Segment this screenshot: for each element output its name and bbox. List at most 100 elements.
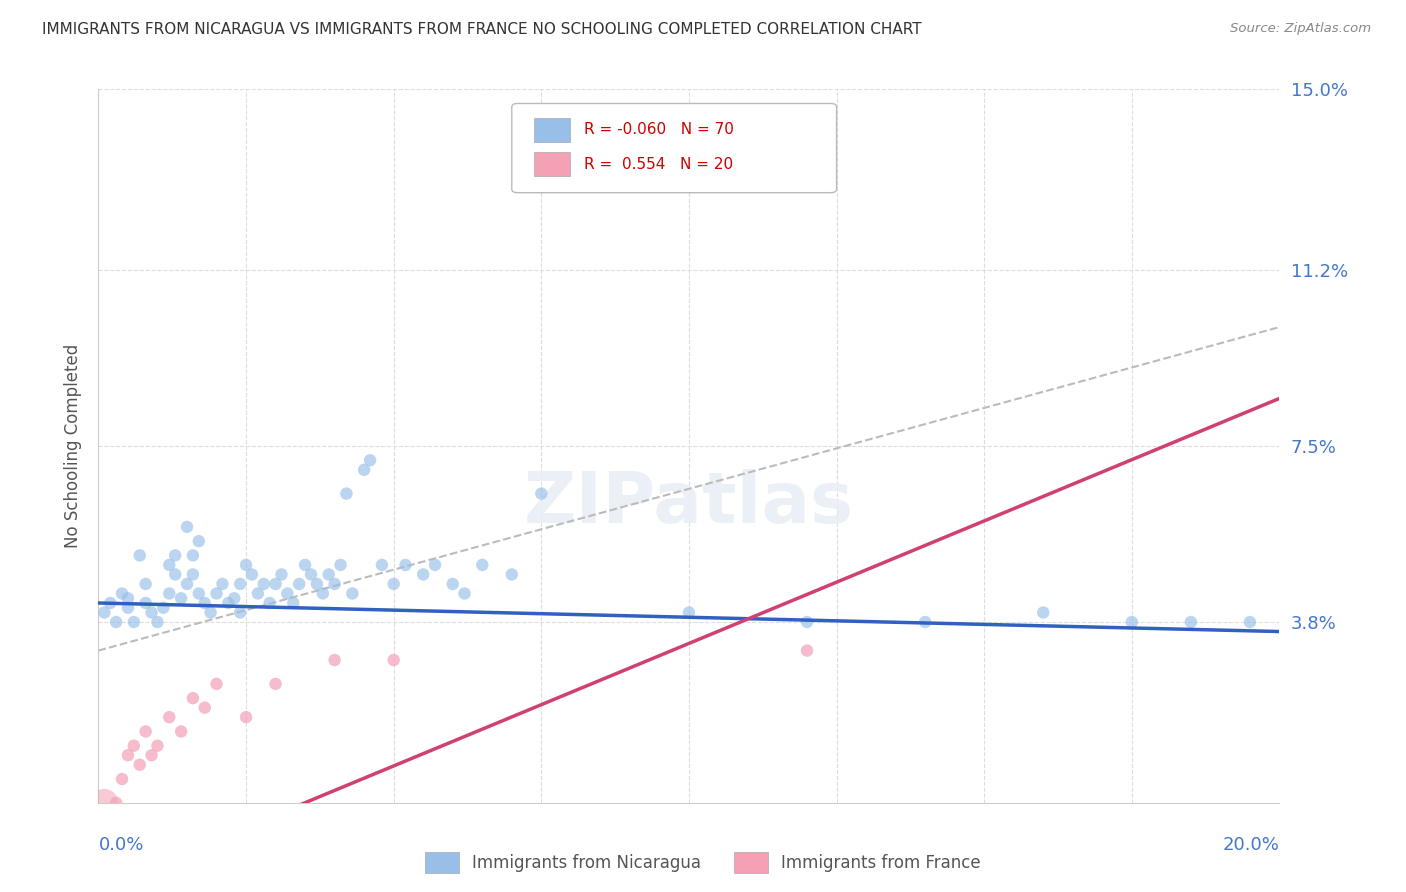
Point — [105, 615, 128, 629]
Point — [382, 577, 405, 591]
Point — [312, 586, 335, 600]
Point — [270, 567, 292, 582]
Point — [194, 700, 217, 714]
Text: R =  0.554   N = 20: R = 0.554 N = 20 — [583, 157, 733, 171]
FancyBboxPatch shape — [512, 103, 837, 193]
Point — [152, 600, 174, 615]
Point — [117, 748, 139, 763]
Text: ZIPatlas: ZIPatlas — [524, 468, 853, 538]
Point — [170, 724, 193, 739]
Point — [111, 772, 134, 786]
Point — [471, 558, 494, 572]
Text: Source: ZipAtlas.com: Source: ZipAtlas.com — [1230, 22, 1371, 36]
Point — [224, 591, 246, 606]
Point — [122, 739, 145, 753]
Point — [1121, 615, 1143, 629]
Point — [93, 606, 115, 620]
Point — [453, 586, 475, 600]
Point — [441, 577, 464, 591]
Point — [93, 796, 115, 810]
Point — [176, 520, 198, 534]
Point — [157, 586, 180, 600]
Legend: Immigrants from Nicaragua, Immigrants from France: Immigrants from Nicaragua, Immigrants fr… — [419, 846, 987, 880]
FancyBboxPatch shape — [534, 118, 569, 142]
Point — [181, 549, 204, 563]
Point — [283, 596, 305, 610]
Point — [305, 577, 328, 591]
FancyBboxPatch shape — [534, 152, 569, 177]
Point — [423, 558, 446, 572]
Point — [501, 567, 523, 582]
Point — [105, 796, 128, 810]
Point — [135, 596, 157, 610]
Point — [176, 577, 198, 591]
Point — [1180, 615, 1202, 629]
Point — [530, 486, 553, 500]
Point — [229, 577, 252, 591]
Point — [205, 677, 228, 691]
Point — [235, 710, 257, 724]
Point — [299, 567, 322, 582]
Point — [181, 567, 204, 582]
Point — [135, 577, 157, 591]
Point — [187, 534, 209, 549]
Point — [288, 577, 311, 591]
Point — [128, 757, 150, 772]
Point — [117, 591, 139, 606]
Point — [98, 596, 121, 610]
Point — [796, 643, 818, 657]
Text: R = -0.060   N = 70: R = -0.060 N = 70 — [583, 122, 734, 137]
Point — [157, 710, 180, 724]
Point — [122, 615, 145, 629]
Point — [135, 724, 157, 739]
Point — [229, 606, 252, 620]
Point — [111, 586, 134, 600]
Point — [264, 677, 287, 691]
Point — [170, 591, 193, 606]
Point — [211, 577, 233, 591]
Point — [128, 549, 150, 563]
Point — [796, 615, 818, 629]
Point — [217, 596, 239, 610]
Text: 20.0%: 20.0% — [1223, 836, 1279, 855]
Point — [353, 463, 375, 477]
Point — [394, 558, 416, 572]
Point — [146, 739, 169, 753]
Point — [1032, 606, 1054, 620]
Point — [259, 596, 281, 610]
Point — [264, 577, 287, 591]
Point — [335, 486, 357, 500]
Point — [117, 600, 139, 615]
Point — [181, 691, 204, 706]
Point — [194, 596, 217, 610]
Point — [412, 567, 434, 582]
Point — [157, 558, 180, 572]
Point — [678, 606, 700, 620]
Y-axis label: No Schooling Completed: No Schooling Completed — [63, 344, 82, 548]
Point — [914, 615, 936, 629]
Point — [165, 567, 187, 582]
Point — [276, 586, 298, 600]
Point — [165, 549, 187, 563]
Point — [318, 567, 340, 582]
Point — [146, 615, 169, 629]
Point — [323, 577, 346, 591]
Point — [359, 453, 381, 467]
Point — [235, 558, 257, 572]
Point — [382, 653, 405, 667]
Text: IMMIGRANTS FROM NICARAGUA VS IMMIGRANTS FROM FRANCE NO SCHOOLING COMPLETED CORRE: IMMIGRANTS FROM NICARAGUA VS IMMIGRANTS … — [42, 22, 922, 37]
Point — [371, 558, 394, 572]
Point — [294, 558, 316, 572]
Point — [246, 586, 269, 600]
Point — [253, 577, 276, 591]
Point — [141, 748, 163, 763]
Point — [141, 606, 163, 620]
Text: 0.0%: 0.0% — [98, 836, 143, 855]
Point — [329, 558, 352, 572]
Point — [200, 606, 222, 620]
Point — [323, 653, 346, 667]
Point — [1239, 615, 1261, 629]
Point — [240, 567, 263, 582]
Point — [342, 586, 364, 600]
Point — [205, 586, 228, 600]
